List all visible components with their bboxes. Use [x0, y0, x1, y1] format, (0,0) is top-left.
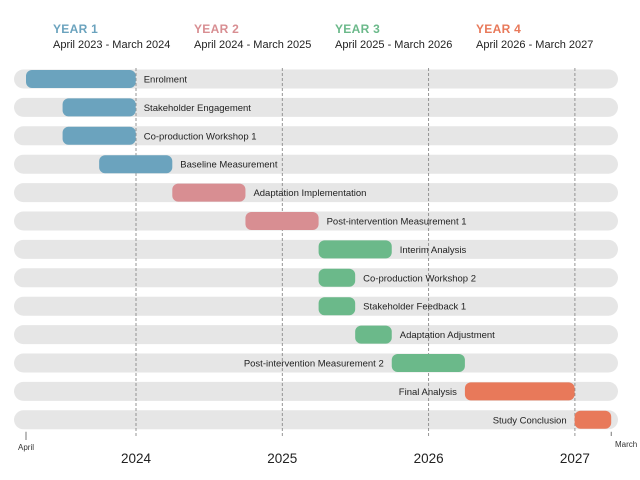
- row-track: [14, 69, 618, 89]
- task-bar: [62, 98, 136, 117]
- task-bar: [26, 70, 136, 88]
- task-bar: [99, 155, 173, 174]
- task-label: Study Conclusion: [493, 415, 567, 426]
- task-bar: [62, 126, 136, 145]
- year-title: YEAR 2: [194, 22, 240, 36]
- year-title: YEAR 1: [53, 22, 99, 36]
- task-bar: [355, 325, 392, 344]
- task-label: Stakeholder Feedback 1: [363, 302, 466, 313]
- task-bar: [391, 354, 465, 372]
- year-header-4: YEAR 4 April 2026 - March 2027: [476, 22, 593, 51]
- task-bar: [172, 183, 246, 202]
- row-track: [14, 126, 618, 146]
- row-track: [14, 325, 618, 345]
- row-track: [14, 410, 618, 430]
- task-bar: [574, 410, 612, 429]
- year-tick-label: 2024: [121, 451, 152, 466]
- year-tick-label: 2026: [414, 451, 444, 466]
- year-title: YEAR 4: [476, 22, 522, 36]
- task-label: Baseline Measurement: [180, 160, 278, 171]
- task-label: Final Analysis: [399, 387, 457, 398]
- row-track: [14, 353, 618, 373]
- task-bar: [245, 212, 319, 230]
- year-range: April 2025 - March 2026: [335, 39, 453, 51]
- task-label: Co-production Workshop 1: [144, 131, 257, 142]
- task-label: Post-intervention Measurement 2: [244, 359, 384, 370]
- year-range: April 2023 - March 2024: [53, 39, 171, 51]
- task-label: Enrolment: [144, 75, 188, 86]
- task-bar: [318, 297, 356, 316]
- task-label: Post-intervention Measurement 1: [327, 217, 467, 228]
- task-label: Adaptation Adjustment: [400, 330, 495, 341]
- year-range: April 2024 - March 2025: [194, 39, 312, 51]
- task-bar: [464, 382, 575, 401]
- year-header-1: YEAR 1 April 2023 - March 2024: [53, 22, 170, 51]
- task-label: Co-production Workshop 2: [363, 273, 476, 284]
- year-tick-label: 2027: [560, 451, 590, 466]
- year-title: YEAR 3: [335, 22, 381, 36]
- task-bar: [318, 240, 392, 259]
- task-label: Adaptation Implementation: [253, 188, 366, 199]
- year-tick-label: 2025: [267, 451, 297, 466]
- year-header-3: YEAR 3 April 2025 - March 2026: [335, 22, 452, 51]
- row-track: [14, 296, 618, 316]
- axis-start-label: April: [18, 443, 34, 452]
- row-track: [14, 268, 618, 288]
- axis-end-label: March: [615, 440, 637, 449]
- task-label: Interim Analysis: [400, 245, 467, 256]
- row-track: [14, 239, 618, 259]
- row-track: [14, 183, 618, 203]
- row-track: [14, 97, 618, 117]
- year-range: April 2026 - March 2027: [476, 39, 594, 51]
- task-bar: [318, 268, 356, 287]
- task-label: Stakeholder Engagement: [144, 103, 252, 114]
- year-header-2: YEAR 2 April 2024 - March 2025: [194, 22, 311, 51]
